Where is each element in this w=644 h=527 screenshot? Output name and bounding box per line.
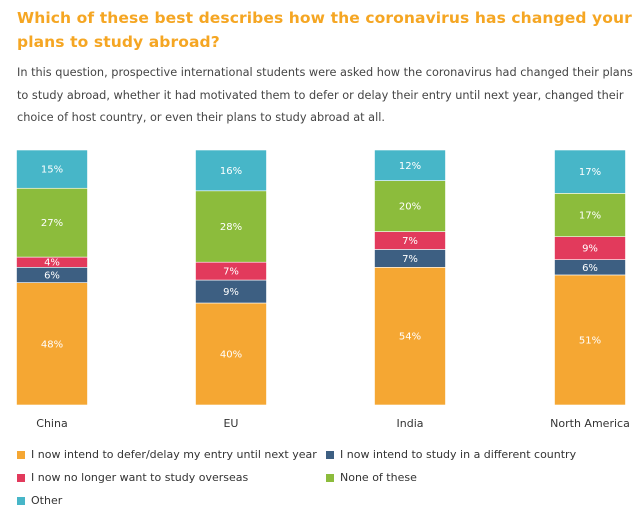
data-label-india-4: 12%: [399, 161, 421, 172]
bar-segment-north-america-0: [554, 274, 626, 406]
data-label-india-2: 7%: [402, 236, 418, 247]
legend-label-different-country: I now intend to study in a different cou…: [340, 448, 577, 461]
data-label-china-2: 4%: [44, 258, 60, 269]
legend-label-defer: I now intend to defer/delay my entry unt…: [31, 448, 317, 461]
chart-description: In this question, prospective internatio…: [17, 66, 633, 124]
legend-swatch-defer: [17, 450, 25, 459]
bar-segment-eu-3: [195, 190, 267, 263]
category-label-india: India: [397, 417, 424, 430]
legend-swatch-other: [17, 496, 25, 505]
category-label-eu: EU: [223, 417, 238, 430]
data-label-eu-3: 28%: [220, 222, 242, 233]
legend-item-different-country: I now intend to study in a different cou…: [326, 448, 576, 461]
legend-label-none: None of these: [340, 471, 417, 484]
data-label-india-3: 20%: [399, 202, 421, 213]
bar-segment-india-0: [374, 267, 446, 406]
data-label-china-3: 27%: [41, 218, 63, 229]
category-label-china: China: [36, 417, 67, 430]
legend-swatch-no-longer: [17, 473, 25, 482]
bar-segment-india-3: [374, 180, 446, 232]
data-label-north-america-1: 6%: [582, 263, 598, 274]
stacked-bar-chart: 48%6%4%27%15%China40%9%7%28%16%EU54%7%7%…: [16, 149, 630, 430]
legend-item-other: Other: [17, 494, 62, 507]
data-label-china-1: 6%: [44, 270, 60, 281]
data-label-china-0: 48%: [41, 339, 63, 350]
bar-segment-eu-0: [195, 302, 267, 406]
chart-title: Which of these best describes how the co…: [17, 9, 632, 51]
bar-segment-china-4: [16, 149, 88, 189]
bar-segment-eu-4: [195, 149, 267, 192]
data-label-north-america-3: 17%: [579, 211, 601, 222]
bar-segment-china-0: [16, 282, 88, 406]
legend-swatch-none: [326, 473, 334, 482]
legend-item-defer: I now intend to defer/delay my entry unt…: [17, 448, 317, 461]
legend-swatch-different-country: [326, 450, 334, 459]
data-label-india-0: 54%: [399, 332, 421, 343]
legend-label-no-longer: I now no longer want to study overseas: [31, 471, 249, 484]
data-label-china-4: 15%: [41, 165, 63, 176]
bar-segment-north-america-3: [554, 193, 626, 237]
data-label-eu-4: 16%: [220, 166, 242, 177]
bar-segment-north-america-4: [554, 149, 626, 194]
data-label-eu-0: 40%: [220, 350, 242, 361]
legend-item-no-longer: I now no longer want to study overseas: [17, 471, 248, 484]
data-label-north-america-0: 51%: [579, 335, 601, 346]
data-label-india-1: 7%: [402, 254, 418, 265]
legend-label-other: Other: [31, 494, 63, 507]
category-label-north-america: North America: [550, 417, 630, 430]
bar-segment-china-3: [16, 187, 88, 258]
data-label-north-america-2: 9%: [582, 244, 598, 255]
data-label-eu-2: 7%: [223, 267, 239, 278]
legend-item-none: None of these: [326, 471, 417, 484]
data-label-north-america-4: 17%: [579, 167, 601, 178]
bar-segment-india-4: [374, 149, 446, 181]
data-label-eu-1: 9%: [223, 287, 239, 298]
